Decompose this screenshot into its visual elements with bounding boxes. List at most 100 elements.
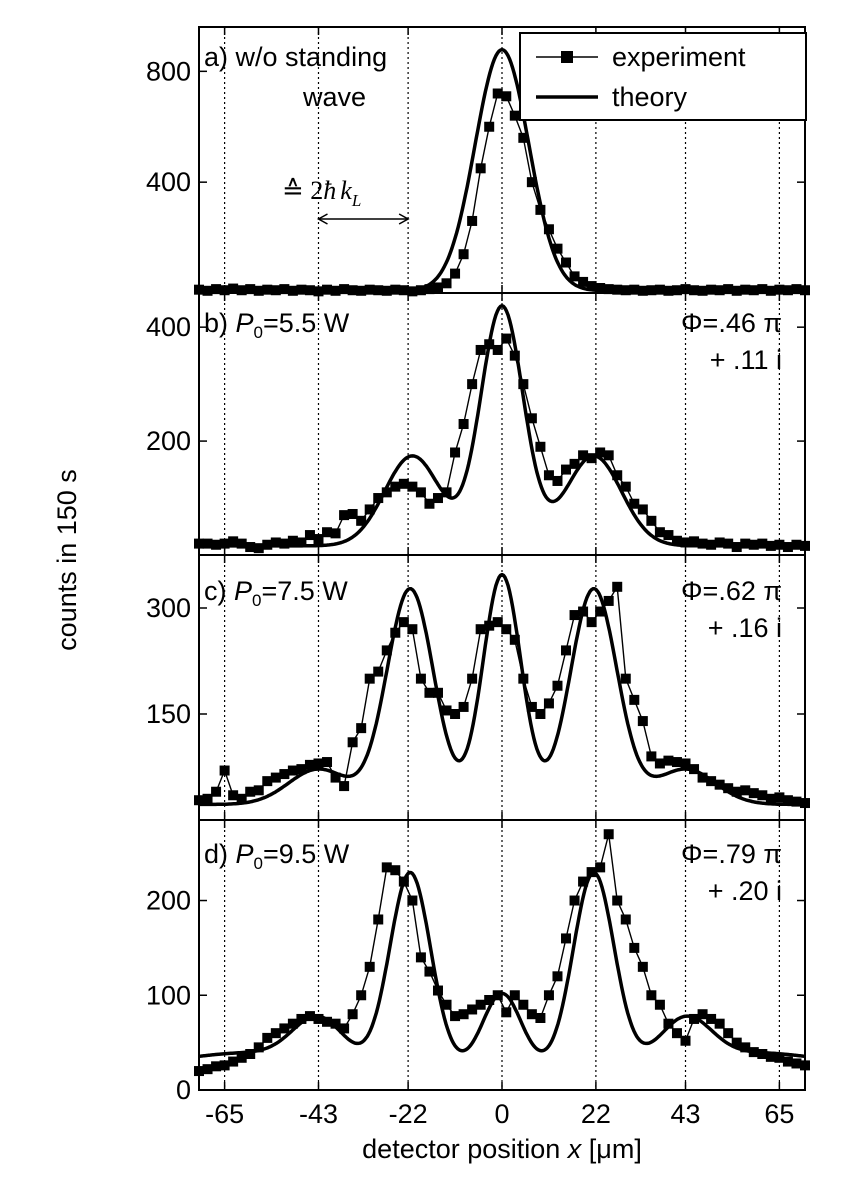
- experiment-point: [236, 793, 247, 804]
- experiment-point: [373, 666, 384, 677]
- experiment-point: [654, 758, 665, 769]
- experiment-point: [364, 504, 375, 515]
- experiment-point: [339, 284, 350, 295]
- experiment-point: [800, 285, 810, 296]
- experiment-point: [313, 1013, 324, 1024]
- experiment-point: [654, 527, 665, 538]
- experiment-point: [731, 786, 742, 797]
- experiment-point: [603, 284, 614, 295]
- experiment-point: [654, 999, 665, 1010]
- experiment-point: [245, 284, 256, 295]
- experiment-point: [467, 215, 478, 226]
- experiment-point: [706, 539, 717, 550]
- experiment-point: [740, 785, 751, 796]
- panel-b-phi: Φ=.46 π: [681, 308, 782, 338]
- experiment-point: [253, 543, 264, 554]
- experiment-point: [518, 132, 529, 143]
- experiment-point: [236, 1052, 247, 1063]
- experiment-point: [595, 447, 606, 458]
- experiment-point: [270, 285, 281, 296]
- experiment-point: [253, 1042, 264, 1053]
- experiment-point: [697, 538, 708, 549]
- experiment-point: [791, 796, 802, 807]
- experiment-point: [586, 453, 597, 464]
- experiment-point: [774, 792, 785, 803]
- experiment-point: [296, 1013, 307, 1024]
- experiment-point: [356, 515, 367, 526]
- momentum-annotation: ≙ 2ħ kL: [282, 176, 410, 225]
- experiment-point: [381, 285, 392, 296]
- experiment-point: [202, 538, 213, 549]
- experiment-point: [663, 755, 674, 766]
- experiment-point: [279, 284, 290, 295]
- experiment-point: [663, 285, 674, 296]
- experiment-point: [270, 772, 281, 783]
- experiment-point: [270, 537, 281, 548]
- experiment-point: [415, 285, 426, 296]
- legend-box: [519, 32, 807, 121]
- experiment-point: [262, 776, 273, 787]
- experiment-point: [731, 542, 742, 553]
- y-tick-label: 400: [146, 167, 191, 197]
- experiment-point: [432, 985, 443, 996]
- experiment-point: [390, 284, 401, 295]
- legend-experiment-marker: [561, 51, 573, 63]
- experiment-point: [757, 790, 768, 801]
- panel-c-phi-imag: + .16 i: [708, 613, 782, 643]
- legend: experiment theory: [519, 32, 807, 121]
- experiment-point: [689, 285, 700, 296]
- experiment-point: [800, 1060, 810, 1071]
- experiment-point: [740, 1042, 751, 1053]
- experiment-point: [765, 285, 776, 296]
- experiment-point: [578, 876, 589, 887]
- experiment-point: [398, 285, 409, 296]
- experiment-point: [450, 709, 461, 719]
- experiment-point: [211, 539, 222, 550]
- panel-d: 0 100 200: [146, 819, 810, 1105]
- experiment-point: [279, 769, 290, 780]
- experiment-point: [680, 1035, 691, 1046]
- experiment-point: [671, 535, 682, 546]
- experiment-point: [407, 286, 418, 297]
- experiment-point: [432, 493, 443, 504]
- experiment-point: [791, 1058, 802, 1069]
- experiment-point: [458, 419, 469, 429]
- experiment-point: [475, 344, 486, 355]
- panel-c-phi: Φ=.62 π: [681, 576, 782, 606]
- experiment-point: [748, 788, 759, 799]
- experiment-point: [432, 282, 443, 293]
- panel-a-label-line2: wave: [302, 82, 366, 112]
- experiment-point: [373, 285, 384, 296]
- experiment-point: [723, 284, 734, 295]
- experiment-point: [450, 447, 461, 458]
- experiment-point: [714, 779, 725, 790]
- experiment-point: [535, 1013, 546, 1023]
- experiment-point: [253, 285, 264, 296]
- experiment-point: [646, 990, 657, 1001]
- experiment-point: [518, 379, 529, 390]
- experiment-point: [561, 257, 572, 268]
- experiment-point: [671, 285, 682, 296]
- experiment-point: [219, 285, 230, 296]
- experiment-point: [620, 673, 631, 684]
- experiment-point: [484, 339, 495, 350]
- panel-c-label: c) P0=7.5 W: [204, 576, 348, 610]
- experiment-point: [791, 284, 802, 295]
- experiment-point: [757, 538, 768, 549]
- experiment-point: [569, 271, 580, 282]
- experiment-point: [782, 542, 793, 553]
- experiment-point: [339, 781, 350, 792]
- experiment-point: [612, 284, 623, 295]
- experiment-point: [526, 413, 537, 424]
- experiment-point: [450, 268, 461, 279]
- experiment-point: [671, 757, 682, 768]
- experiment-point: [245, 542, 256, 553]
- experiment-point: [774, 539, 785, 550]
- experiment-point: [398, 617, 409, 628]
- experiment-point: [578, 450, 589, 461]
- y-tick-label: 300: [146, 593, 191, 623]
- experiment-point: [697, 772, 708, 783]
- experiment-point: [287, 285, 298, 296]
- experiment-point: [339, 510, 350, 521]
- experiment-point: [194, 795, 204, 806]
